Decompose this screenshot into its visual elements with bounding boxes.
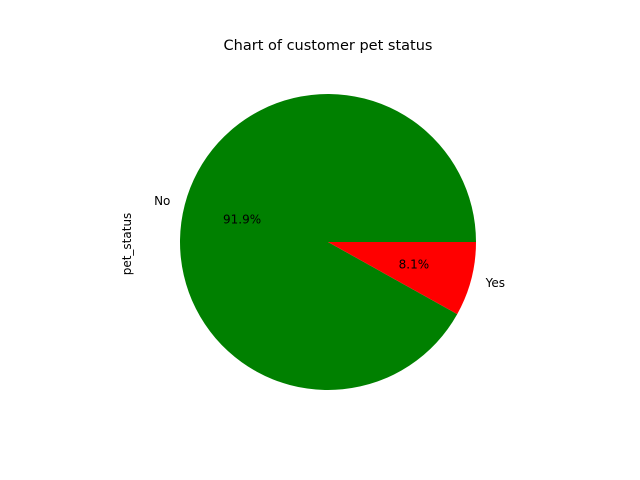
pie-labels: No 91.9% Yes 8.1%	[154, 194, 505, 290]
slice-label-no: No	[154, 194, 170, 208]
slice-percent-yes: 8.1%	[399, 257, 430, 271]
pie-slice-no	[179, 93, 476, 390]
slice-percent-no: 91.9%	[223, 213, 261, 227]
y-axis-label: pet_status	[120, 213, 134, 276]
slice-label-yes: Yes	[485, 276, 505, 290]
pie-slice-yes	[328, 242, 476, 315]
pie-slices	[179, 93, 476, 390]
chart-title: Chart of customer pet status	[224, 38, 433, 54]
